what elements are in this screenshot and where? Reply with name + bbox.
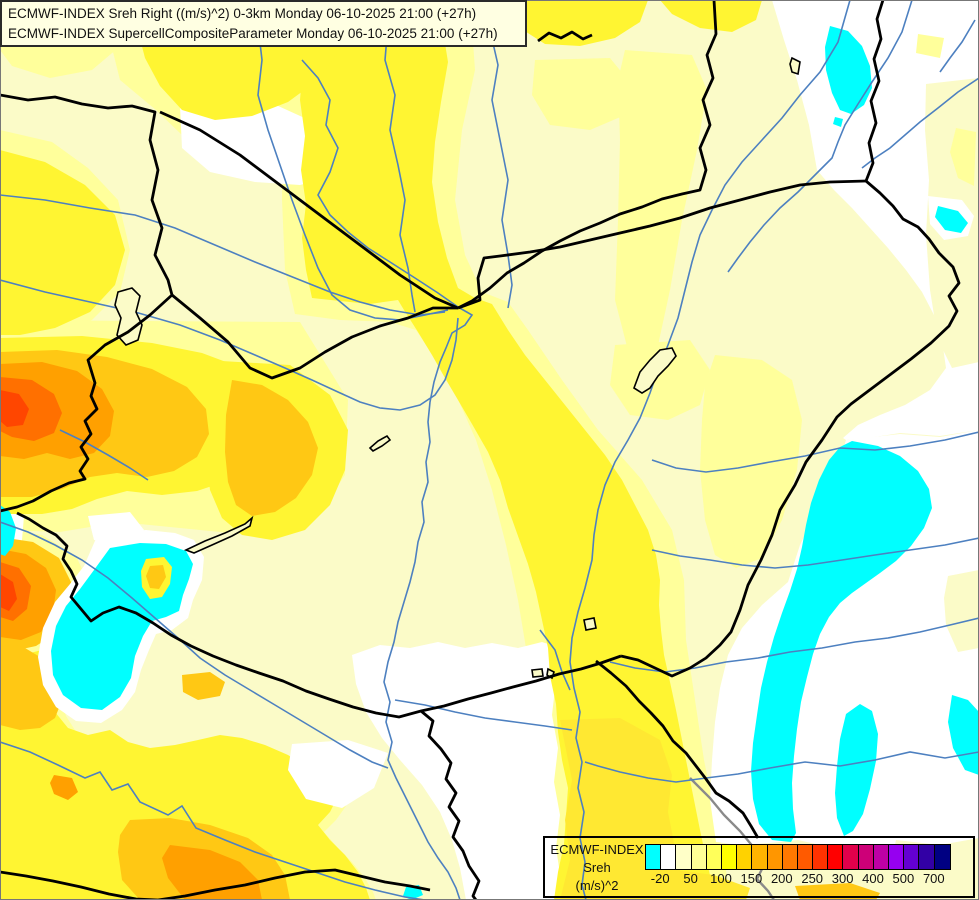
- colorbar-cell-3: [691, 845, 707, 869]
- lakes: [114, 56, 801, 680]
- colorbar-cell-9: [782, 845, 798, 869]
- title-box: ECMWF-INDEX Sreh Right ((m/s)^2) 0-3km M…: [0, 0, 527, 47]
- tick-label-250: 250: [801, 871, 824, 886]
- colorbar-cell-15: [873, 845, 889, 869]
- legend-colorbar: [645, 844, 951, 870]
- cyan-cells: [0, 26, 979, 900]
- tick-label-700: 700: [922, 871, 945, 886]
- colorbar-cell-17: [904, 845, 920, 869]
- colorbar-cell-6: [737, 845, 753, 869]
- legend: ECMWF-INDEX Sreh (m/s)^2 -20 50 100 150 200 2…: [543, 836, 975, 898]
- lake-small-2: [531, 668, 544, 678]
- colorbar-cell-5: [721, 845, 738, 869]
- colorbar-cell-0: [646, 845, 662, 869]
- colorbar-cell-1: [661, 845, 677, 869]
- tick-label--20: -20: [650, 871, 670, 886]
- colorbar-cell-2: [676, 845, 692, 869]
- tick-label-500: 500: [892, 871, 915, 886]
- colorbar-cell-14: [858, 845, 874, 869]
- colorbar-cell-18: [919, 845, 935, 869]
- lake-small-ne: [789, 56, 801, 76]
- legend-model-name: ECMWF-INDEX: [550, 842, 644, 857]
- title-line-1: ECMWF-INDEX Sreh Right ((m/s)^2) 0-3km M…: [8, 6, 477, 21]
- colorbar-cell-4: [706, 845, 722, 869]
- legend-label: ECMWF-INDEX Sreh (m/s)^2: [549, 841, 645, 895]
- colorbar-cell-19: [934, 845, 950, 869]
- colorbar-cell-10: [797, 845, 814, 869]
- title-line-2: ECMWF-INDEX SupercellCompositeParameter …: [8, 26, 498, 41]
- colorbar-cell-12: [828, 845, 844, 869]
- lake-tisza: [633, 347, 677, 394]
- colorbar-cell-13: [843, 845, 859, 869]
- tick-label-400: 400: [862, 871, 884, 886]
- tick-label-300: 300: [831, 871, 854, 886]
- lake-neusiedl: [114, 287, 143, 346]
- contour-level-4: [0, 362, 262, 900]
- legend-units: (m/s)^2: [575, 878, 619, 893]
- lake-small-1: [583, 617, 597, 631]
- colorbar-cell-16: [889, 845, 905, 869]
- colorbar-cell-8: [767, 845, 783, 869]
- tick-label-150: 150: [740, 871, 763, 886]
- colorbar-cell-11: [813, 845, 829, 869]
- lake-velence: [368, 434, 392, 452]
- lake-balaton: [183, 515, 254, 554]
- tick-label-50: 50: [683, 871, 698, 886]
- colorbar-cell-7: [752, 845, 768, 869]
- tick-label-100: 100: [710, 871, 732, 886]
- tick-label-200: 200: [770, 871, 793, 886]
- legend-tick-labels: -20 50 100 150 200 250 300 400 500 700: [645, 871, 969, 889]
- legend-parameter: Sreh: [583, 860, 611, 875]
